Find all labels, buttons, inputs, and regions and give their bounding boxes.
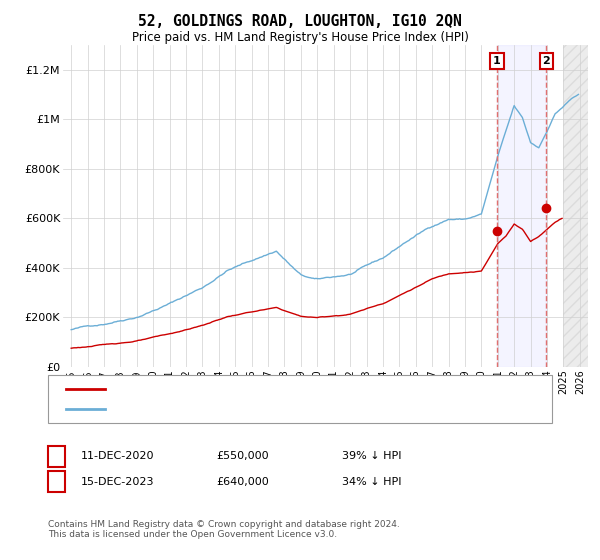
Text: 2: 2 xyxy=(542,56,550,66)
Text: HPI: Average price, detached house, Epping Forest: HPI: Average price, detached house, Eppi… xyxy=(111,404,375,414)
Text: 52, GOLDINGS ROAD, LOUGHTON, IG10 2QN (detached house): 52, GOLDINGS ROAD, LOUGHTON, IG10 2QN (d… xyxy=(111,384,437,394)
Text: £550,000: £550,000 xyxy=(216,451,269,461)
Text: 1: 1 xyxy=(493,56,501,66)
Text: £640,000: £640,000 xyxy=(216,477,269,487)
Bar xyxy=(497,45,546,367)
Text: 34% ↓ HPI: 34% ↓ HPI xyxy=(342,477,401,487)
Text: 39% ↓ HPI: 39% ↓ HPI xyxy=(342,451,401,461)
Text: Price paid vs. HM Land Registry's House Price Index (HPI): Price paid vs. HM Land Registry's House … xyxy=(131,31,469,44)
Text: 11-DEC-2020: 11-DEC-2020 xyxy=(81,451,155,461)
Text: 15-DEC-2023: 15-DEC-2023 xyxy=(81,477,155,487)
Text: 2: 2 xyxy=(53,477,60,487)
Text: Contains HM Land Registry data © Crown copyright and database right 2024.
This d: Contains HM Land Registry data © Crown c… xyxy=(48,520,400,539)
Text: 52, GOLDINGS ROAD, LOUGHTON, IG10 2QN: 52, GOLDINGS ROAD, LOUGHTON, IG10 2QN xyxy=(138,14,462,29)
Bar xyxy=(563,45,588,367)
Text: 1: 1 xyxy=(53,451,60,461)
